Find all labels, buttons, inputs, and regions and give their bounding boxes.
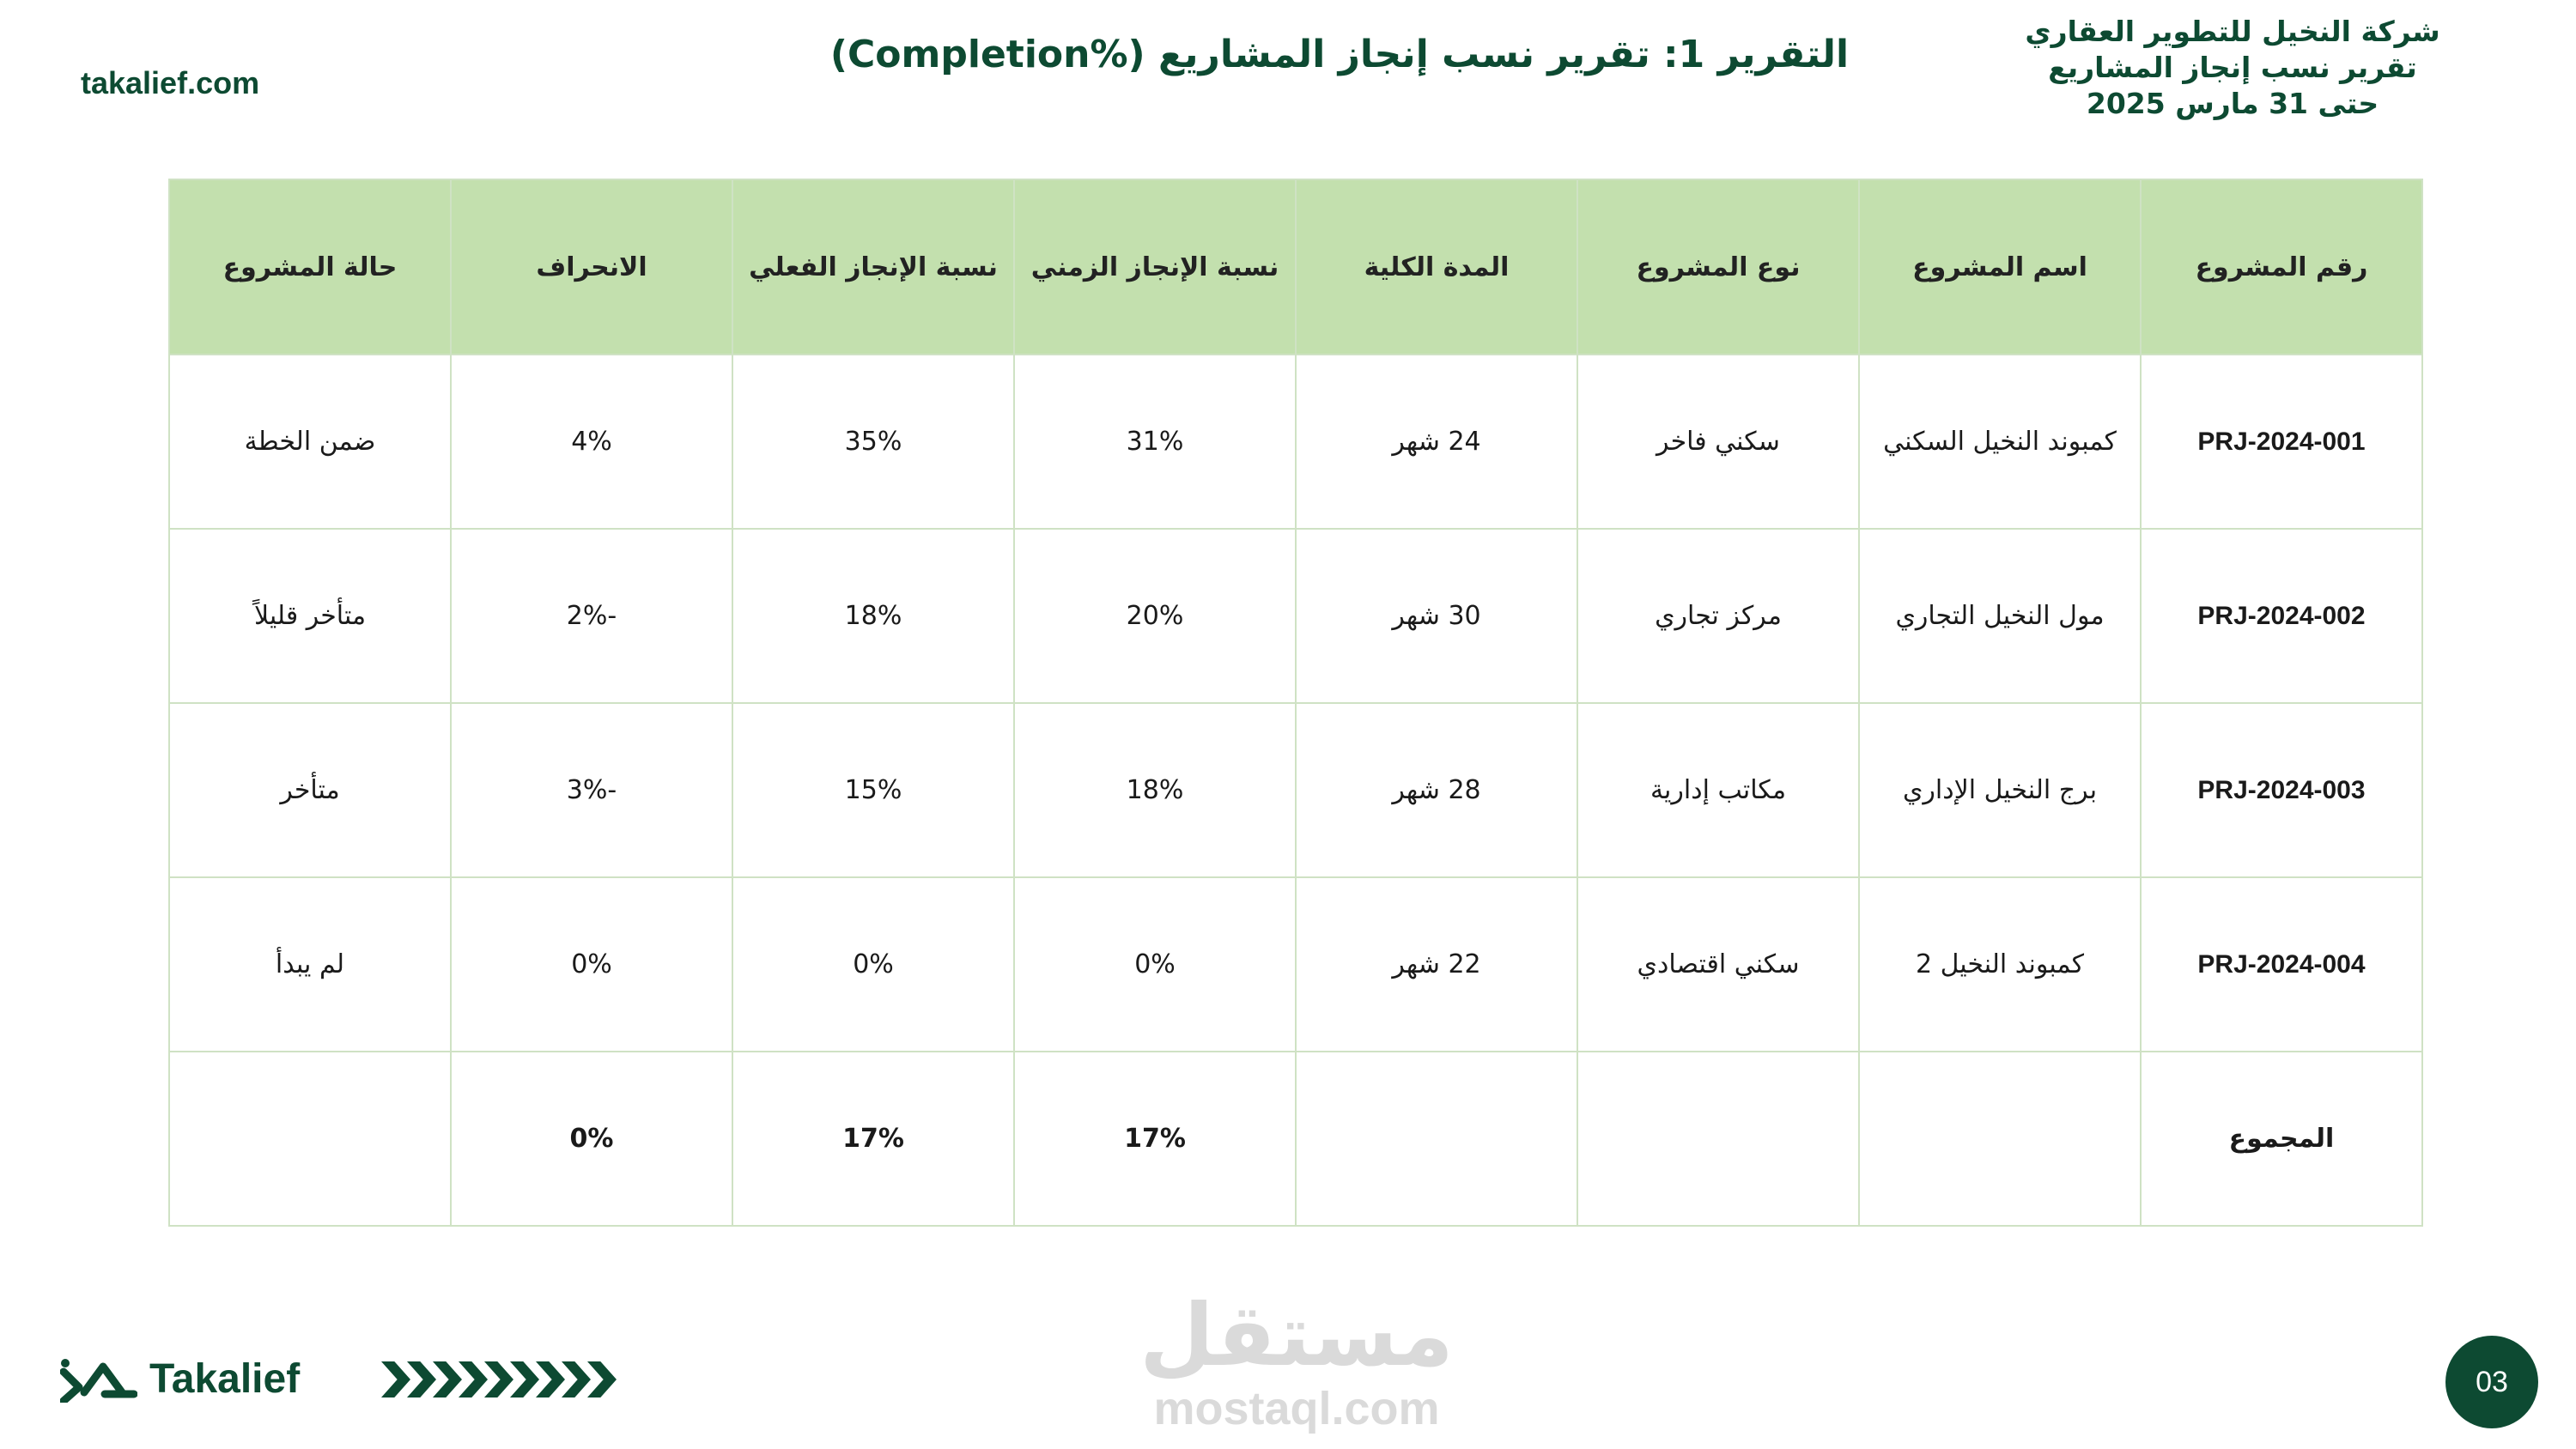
col-header-deviation: الانحراف (450, 179, 733, 355)
cell-actual-completion: 18% (732, 528, 1015, 704)
cell-total-time-completion: 17% (1013, 1051, 1297, 1227)
report-title: التقرير 1: تقرير نسب إنجاز المشاريع (%Co… (829, 33, 1850, 76)
col-header-project-name: اسم المشروع (1858, 179, 2142, 355)
table-row: PRJ-2024-002 مول النخيل التجاري مركز تجا… (168, 528, 2423, 704)
company-name: شركة النخيل للتطوير العقاري (2025, 15, 2440, 48)
cell-deviation: -2% (450, 528, 733, 704)
cell-project-id: PRJ-2024-001 (2140, 354, 2423, 530)
company-info: شركة النخيل للتطوير العقاري تقرير نسب إن… (2009, 14, 2456, 122)
col-header-duration: المدة الكلية (1295, 179, 1578, 355)
table-row: PRJ-2024-004 كمبوند النخيل 2 سكني اقتصاد… (168, 876, 2423, 1052)
cell-duration: 28 شهر (1295, 702, 1578, 878)
chevron-arrows-icon (381, 1361, 617, 1397)
cell-status: ضمن الخطة (168, 354, 452, 530)
cell-project-id: PRJ-2024-004 (2140, 876, 2423, 1052)
cell-project-name: كمبوند النخيل 2 (1858, 876, 2142, 1052)
cell-time-completion: 18% (1013, 702, 1297, 878)
takalief-logo-icon (60, 1359, 137, 1403)
cell-duration: 24 شهر (1295, 354, 1578, 530)
cell-project-name: كمبوند النخيل السكني (1858, 354, 2142, 530)
cell-duration: 30 شهر (1295, 528, 1578, 704)
cell-status: متأخر قليلاً (168, 528, 452, 704)
cell-empty (168, 1051, 452, 1227)
col-header-status: حالة المشروع (168, 179, 452, 355)
cell-project-type: مركز تجاري (1577, 528, 1860, 704)
cell-total-actual-completion: 17% (732, 1051, 1015, 1227)
cell-time-completion: 31% (1013, 354, 1297, 530)
cell-status: متأخر (168, 702, 452, 878)
cell-duration: 22 شهر (1295, 876, 1578, 1052)
cell-total-label: المجموع (2140, 1051, 2423, 1227)
completion-table: رقم المشروع اسم المشروع نوع المشروع المد… (168, 179, 2423, 1227)
cell-actual-completion: 35% (732, 354, 1015, 530)
report-subtitle: تقرير نسب إنجاز المشاريع (2048, 51, 2417, 84)
cell-project-name: برج النخيل الإداري (1858, 702, 2142, 878)
cell-status: لم يبدأ (168, 876, 452, 1052)
cell-actual-completion: 0% (732, 876, 1015, 1052)
watermark: مستقل mostaql.com (1133, 1293, 1460, 1435)
cell-project-type: سكني فاخر (1577, 354, 1860, 530)
cell-project-id: PRJ-2024-002 (2140, 528, 2423, 704)
cell-project-type: سكني اقتصادي (1577, 876, 1860, 1052)
table-row: PRJ-2024-001 كمبوند النخيل السكني سكني ف… (168, 354, 2423, 530)
col-header-project-id: رقم المشروع (2140, 179, 2423, 355)
cell-deviation: 0% (450, 876, 733, 1052)
cell-project-name: مول النخيل التجاري (1858, 528, 2142, 704)
cell-empty (1577, 1051, 1860, 1227)
cell-empty (1295, 1051, 1578, 1227)
watermark-arabic: مستقل (1139, 1285, 1454, 1385)
col-header-project-type: نوع المشروع (1577, 179, 1860, 355)
cell-deviation: 4% (450, 354, 733, 530)
cell-time-completion: 0% (1013, 876, 1297, 1052)
brand-logo[interactable]: Takalief (60, 1355, 300, 1403)
cell-project-id: PRJ-2024-003 (2140, 702, 2423, 878)
page-number-badge: 03 (2445, 1336, 2538, 1428)
total-row: المجموع 17% 17% 0% (168, 1051, 2423, 1227)
table-header-row: رقم المشروع اسم المشروع نوع المشروع المد… (168, 179, 2423, 355)
cell-empty (1858, 1051, 2142, 1227)
col-header-actual-completion: نسبة الإنجاز الفعلي (732, 179, 1015, 355)
report-date: حتى 31 مارس 2025 (2086, 87, 2379, 120)
cell-actual-completion: 15% (732, 702, 1015, 878)
cell-total-deviation: 0% (450, 1051, 733, 1227)
brand-name: Takalief (149, 1355, 301, 1402)
cell-time-completion: 20% (1013, 528, 1297, 704)
col-header-time-completion: نسبة الإنجاز الزمني (1013, 179, 1297, 355)
cell-deviation: -3% (450, 702, 733, 878)
table-row: PRJ-2024-003 برج النخيل الإداري مكاتب إد… (168, 702, 2423, 878)
site-url[interactable]: takalief.com (81, 65, 260, 100)
watermark-url: mostaql.com (1153, 1383, 1440, 1434)
cell-project-type: مكاتب إدارية (1577, 702, 1860, 878)
